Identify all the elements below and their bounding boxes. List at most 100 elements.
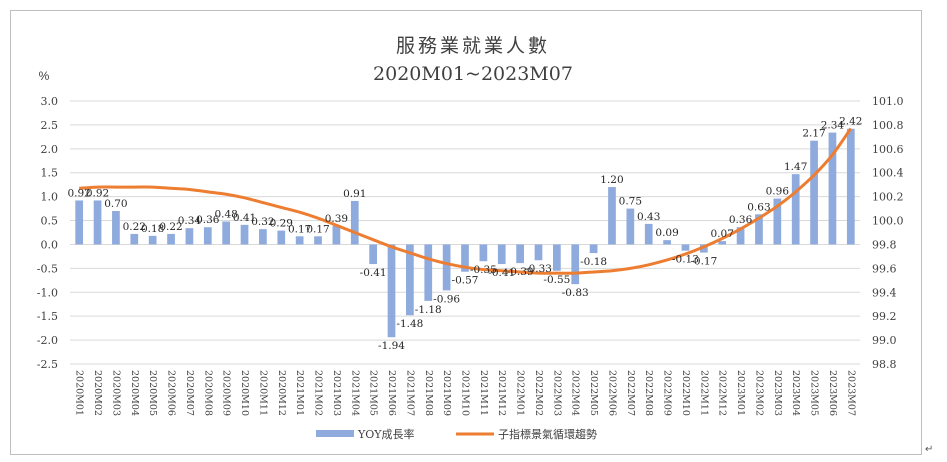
x-tick-label: 2022M11 — [698, 370, 709, 416]
bar-series — [75, 128, 855, 338]
bar — [350, 200, 359, 245]
bar — [810, 140, 818, 245]
bar — [755, 214, 763, 245]
return-mark: ↵ — [925, 444, 934, 455]
data-labels: 0.920.920.700.220.180.220.340.360.480.41… — [67, 116, 862, 352]
bar — [553, 244, 561, 271]
bar — [93, 200, 102, 245]
data-label: -0.13 — [672, 254, 699, 266]
y-tick-right: 99.8 — [872, 238, 897, 251]
x-tick-label: 2023M06 — [827, 370, 838, 416]
bar — [277, 230, 286, 245]
gridlines — [70, 100, 860, 365]
bar — [699, 244, 708, 253]
bar — [387, 244, 396, 338]
data-label: 0.18 — [141, 223, 164, 235]
y-tick-right: 100.2 — [872, 191, 904, 204]
chart-frame — [10, 10, 922, 455]
x-tick-label: 2020M10 — [239, 370, 250, 416]
data-label: -1.18 — [415, 304, 442, 316]
bar — [295, 236, 304, 245]
data-label: -0.18 — [580, 256, 607, 268]
bar — [112, 210, 120, 245]
y-tick-right: 101.0 — [872, 95, 904, 108]
bar — [534, 244, 543, 261]
data-label: 0.92 — [67, 187, 90, 199]
x-tick-label: 2023M05 — [809, 370, 820, 416]
x-tick-label: 2021M09 — [441, 370, 452, 416]
bar — [663, 240, 671, 245]
data-label: 0.09 — [655, 227, 678, 239]
x-tick-label: 2022M01 — [515, 370, 526, 416]
x-tick-label: 2020M03 — [110, 370, 121, 416]
x-axis: 2020M01 2020M02 2020M03 2020M04 2020M05 2020M… — [74, 370, 857, 416]
bar — [608, 187, 616, 245]
data-label: 2.34 — [821, 120, 845, 132]
bar — [406, 244, 414, 316]
data-label: 0.36 — [729, 214, 753, 226]
bar — [314, 236, 322, 245]
y-tick-left: -0.5 — [37, 262, 58, 275]
bar — [240, 224, 249, 245]
y-tick-left: 0.0 — [41, 238, 59, 251]
bar — [681, 244, 690, 251]
x-tick-label: 2020M01 — [74, 370, 85, 416]
data-label: 0.39 — [325, 213, 348, 225]
x-tick-label: 2021M01 — [294, 370, 305, 416]
legend-label-line: 子指標景氣循環趨勢 — [498, 427, 597, 441]
x-tick-label: 2021M11 — [478, 370, 489, 416]
data-label: 0.17 — [306, 223, 329, 235]
bar — [167, 233, 175, 245]
y-tick-right: 100.0 — [872, 215, 904, 228]
bar — [130, 233, 139, 245]
data-label: 0.32 — [251, 216, 274, 228]
data-label: -0.57 — [452, 275, 479, 287]
x-tick-label: 2023M03 — [772, 370, 783, 416]
data-label: 0.41 — [233, 212, 256, 224]
data-label: 0.17 — [288, 223, 311, 235]
data-label: 1.20 — [600, 174, 623, 186]
y-tick-right: 99.0 — [872, 334, 897, 347]
x-tick-label: 2023M04 — [790, 370, 801, 416]
bar — [442, 244, 451, 291]
line-series — [79, 127, 853, 275]
bar — [644, 223, 653, 245]
data-label: 0.91 — [343, 188, 366, 200]
data-label: -0.55 — [543, 274, 570, 286]
bar — [332, 225, 341, 245]
x-tick-label: 2021M10 — [460, 370, 471, 416]
data-label: 0.07 — [711, 228, 734, 240]
bar — [75, 200, 84, 245]
y-tick-left: 1.5 — [41, 167, 59, 180]
x-tick-label: 2023M02 — [753, 370, 764, 416]
x-tick-label: 2020M11 — [257, 370, 268, 416]
x-tick-label: 2023M01 — [735, 370, 746, 416]
x-tick-label: 2022M07 — [625, 370, 636, 416]
x-tick-label: 2021M03 — [331, 370, 342, 416]
y-tick-left: 1.0 — [41, 191, 59, 204]
y-tick-left: 2.5 — [41, 119, 59, 132]
y-tick-right: 100.4 — [872, 167, 904, 180]
x-tick-label: 2022M06 — [606, 370, 617, 416]
chart-subtitle: 2020M01~2023M07 — [373, 63, 573, 85]
x-tick-label: 2020M02 — [92, 370, 103, 416]
chart-title: 服務業就業人數 — [396, 35, 550, 57]
bar — [369, 244, 377, 265]
trend-line — [79, 127, 853, 275]
bar — [497, 244, 506, 265]
bar — [461, 244, 469, 272]
y-tick-right: 99.2 — [872, 310, 897, 323]
x-tick-label: 2022M12 — [717, 370, 728, 416]
x-tick-label: 2020M05 — [147, 370, 158, 416]
data-label: 0.70 — [104, 198, 127, 210]
data-label: 1.47 — [784, 161, 807, 173]
y-tick-right: 99.6 — [872, 262, 897, 275]
data-label: 0.22 — [159, 221, 182, 233]
y-tick-right: 100.6 — [872, 143, 904, 156]
bar — [736, 227, 745, 245]
data-label: 0.96 — [766, 186, 790, 198]
data-label: -0.39 — [507, 266, 534, 278]
data-label: 0.92 — [86, 187, 109, 199]
x-tick-label: 2022M09 — [662, 370, 673, 416]
